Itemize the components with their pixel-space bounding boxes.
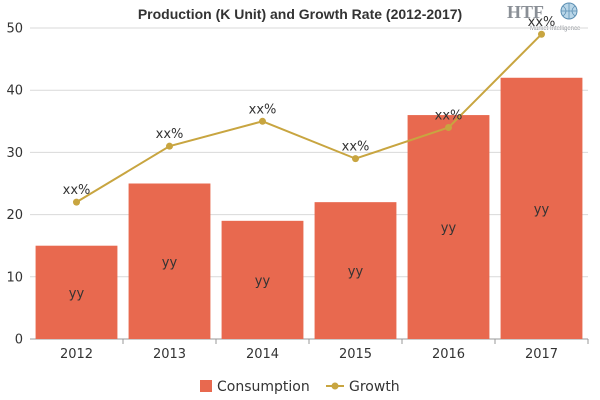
bar: [35, 245, 118, 339]
bar-data-label: yy: [441, 221, 457, 236]
growth-point: [73, 198, 80, 206]
growth-point: [538, 30, 545, 38]
logo: HTF Market Intelligence: [507, 2, 581, 32]
logo-mark: HTF: [507, 2, 544, 22]
growth-point: [166, 142, 173, 150]
growth-data-label: xx%: [156, 127, 184, 142]
growth-data-label: xx%: [528, 15, 556, 30]
globe-icon: [560, 2, 578, 20]
bar-data-label: yy: [534, 202, 550, 217]
y-tick-label: 40: [6, 84, 23, 99]
legend: Consumption Growth: [200, 379, 400, 395]
growth-point: [352, 155, 359, 163]
bar: [500, 77, 583, 339]
x-tick-label: 2013: [153, 347, 186, 362]
bar-data-label: yy: [69, 286, 85, 301]
line-series: [73, 30, 545, 206]
chart-title: Production (K Unit) and Growth Rate (201…: [138, 6, 462, 22]
logo-tagline: Market Intelligence: [530, 26, 581, 32]
point-labels: xx% xx% xx% xx% xx% xx%: [63, 15, 556, 198]
growth-data-label: xx%: [435, 109, 463, 124]
bar-series: [35, 77, 583, 339]
bar: [128, 183, 211, 339]
growth-data-label: xx%: [249, 102, 277, 117]
x-tick-label: 2017: [525, 347, 558, 362]
bar-data-label: yy: [255, 274, 271, 289]
y-tick-label: 20: [6, 208, 23, 223]
growth-line: [75, 33, 543, 204]
y-tick-label: 0: [15, 333, 23, 348]
x-tick-label: 2015: [339, 347, 372, 362]
bar-labels: yy yy yy yy yy yy: [69, 202, 550, 301]
growth-point: [259, 117, 266, 125]
x-tick-label: 2012: [60, 347, 93, 362]
legend-swatch-consumption: [200, 380, 212, 392]
bar: [407, 115, 490, 339]
growth-point: [445, 124, 452, 132]
legend-marker-growth: [331, 382, 339, 390]
bar: [314, 202, 397, 339]
x-tick-label: 2014: [246, 347, 279, 362]
bar-data-label: yy: [162, 255, 178, 270]
growth-data-label: xx%: [63, 183, 91, 198]
growth-data-label: xx%: [342, 140, 370, 155]
y-axis: 0 10 20 30 40 50: [6, 22, 23, 348]
x-tick-label: 2016: [432, 347, 465, 362]
legend-label-growth: Growth: [349, 379, 400, 395]
y-tick-label: 30: [6, 146, 23, 161]
y-tick-label: 10: [6, 270, 23, 285]
legend-label-consumption: Consumption: [217, 379, 310, 395]
x-axis: 2012 2013 2014 2015 2016 2017: [60, 339, 589, 362]
bar-data-label: yy: [348, 265, 364, 280]
y-tick-label: 50: [6, 22, 23, 37]
bar: [221, 220, 304, 339]
